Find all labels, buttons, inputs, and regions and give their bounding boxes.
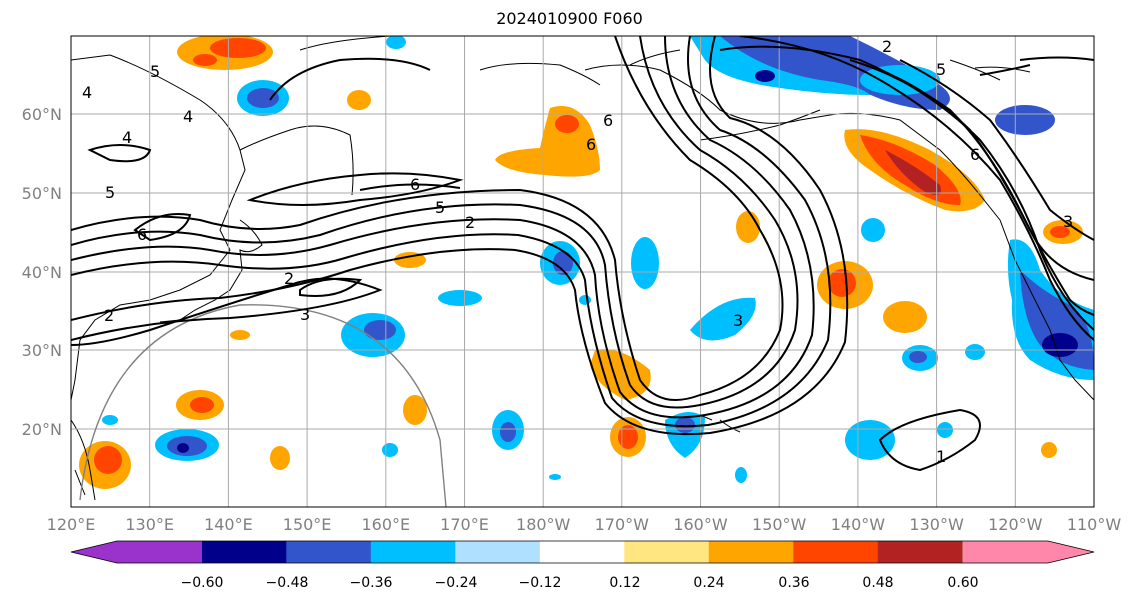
lat-label: 50°N	[22, 184, 62, 203]
lat-label: 30°N	[22, 341, 62, 360]
contour-label: 2	[882, 37, 892, 56]
colorbar-outline	[70, 540, 1095, 564]
map-frame	[70, 35, 1095, 508]
colorbar-tick-label: 0.36	[778, 575, 809, 591]
colorbar-segment	[286, 541, 372, 563]
colorbar-ticks: −0.60 −0.48 −0.36 −0.24 −0.12 0.12 0.24 …	[181, 575, 979, 591]
lon-label: 140°W	[831, 515, 886, 534]
lon-label: 140°E	[204, 515, 253, 534]
contour-label: 1	[936, 447, 946, 466]
colorbar-tick-label: −0.24	[435, 575, 478, 591]
lon-label: 120°E	[47, 515, 96, 534]
contour-labels: 5 4 4 4 5 6 6 5 2 2 2 3 6 6 5 6 3 3 1 2	[82, 37, 1073, 466]
lon-labels: 120°E 130°E 140°E 150°E 160°E 170°E 180°…	[47, 515, 1122, 534]
colorbar-max-extend	[963, 541, 1094, 563]
colorbar-tick-label: 0.24	[693, 575, 724, 591]
range-ring	[79, 304, 447, 507]
contour-label: 6	[586, 135, 596, 154]
lon-label: 130°W	[909, 515, 964, 534]
lon-label: 130°E	[125, 515, 174, 534]
contour-label: 5	[435, 198, 445, 217]
colorbar-tick-label: −0.60	[181, 575, 224, 591]
contour-label: 5	[150, 62, 160, 81]
contour-label: 6	[410, 175, 420, 194]
colorbar-segment	[201, 541, 287, 563]
lon-label: 170°W	[595, 515, 650, 534]
lat-label: 60°N	[22, 105, 62, 124]
contour-label: 2	[104, 306, 114, 325]
colorbar	[70, 540, 1095, 564]
contour-label: 4	[183, 107, 193, 126]
contour-label: 5	[936, 60, 946, 79]
graticule	[71, 36, 1094, 507]
lon-label: 160°W	[673, 515, 728, 534]
colorbar-tick-label: 0.48	[862, 575, 893, 591]
lon-label: 160°E	[361, 515, 410, 534]
lon-label: 110°W	[1067, 515, 1122, 534]
height-contours	[71, 36, 1094, 472]
lon-label: 170°E	[440, 515, 489, 534]
lon-label: 150°W	[752, 515, 807, 534]
lon-label: 120°W	[988, 515, 1043, 534]
colorbar-segment	[539, 541, 625, 563]
colorbar-tick-label: −0.12	[519, 575, 562, 591]
colorbar-tick-label: 0.60	[947, 575, 978, 591]
contour-label: 6	[137, 225, 147, 244]
colorbar-tick-label: −0.48	[266, 575, 309, 591]
lat-labels: 60°N 50°N 40°N 30°N 20°N	[22, 105, 62, 439]
colorbar-segment	[708, 541, 794, 563]
colorbar-tick-label: 0.12	[609, 575, 640, 591]
contour-label: 3	[300, 305, 310, 324]
contour-label: 4	[82, 83, 92, 102]
contour-label: 3	[1063, 212, 1073, 231]
contour-label: 5	[105, 183, 115, 202]
lon-label: 180°W	[516, 515, 571, 534]
colorbar-segment	[117, 541, 202, 563]
contour-label: 3	[733, 311, 743, 330]
colorbar-min-extend	[71, 541, 118, 563]
colorbar-segment	[370, 541, 456, 563]
colorbar-segment	[877, 541, 963, 563]
colorbar-segment	[624, 541, 710, 563]
contour-label: 6	[970, 145, 980, 164]
colorbar-segment	[455, 541, 541, 563]
map-title: 2024010900 F060	[496, 9, 643, 28]
lat-label: 20°N	[22, 420, 62, 439]
colorbar-tick-label: −0.36	[350, 575, 393, 591]
contour-label: 2	[284, 269, 294, 288]
contour-label: 4	[122, 128, 132, 147]
coastlines	[71, 36, 1094, 501]
lat-label: 40°N	[22, 263, 62, 282]
contour-label: 2	[465, 213, 475, 232]
contour-label: 6	[603, 111, 613, 130]
colorbar-segment	[793, 541, 879, 563]
anomaly-shading	[79, 36, 1094, 489]
lon-label: 150°E	[283, 515, 332, 534]
